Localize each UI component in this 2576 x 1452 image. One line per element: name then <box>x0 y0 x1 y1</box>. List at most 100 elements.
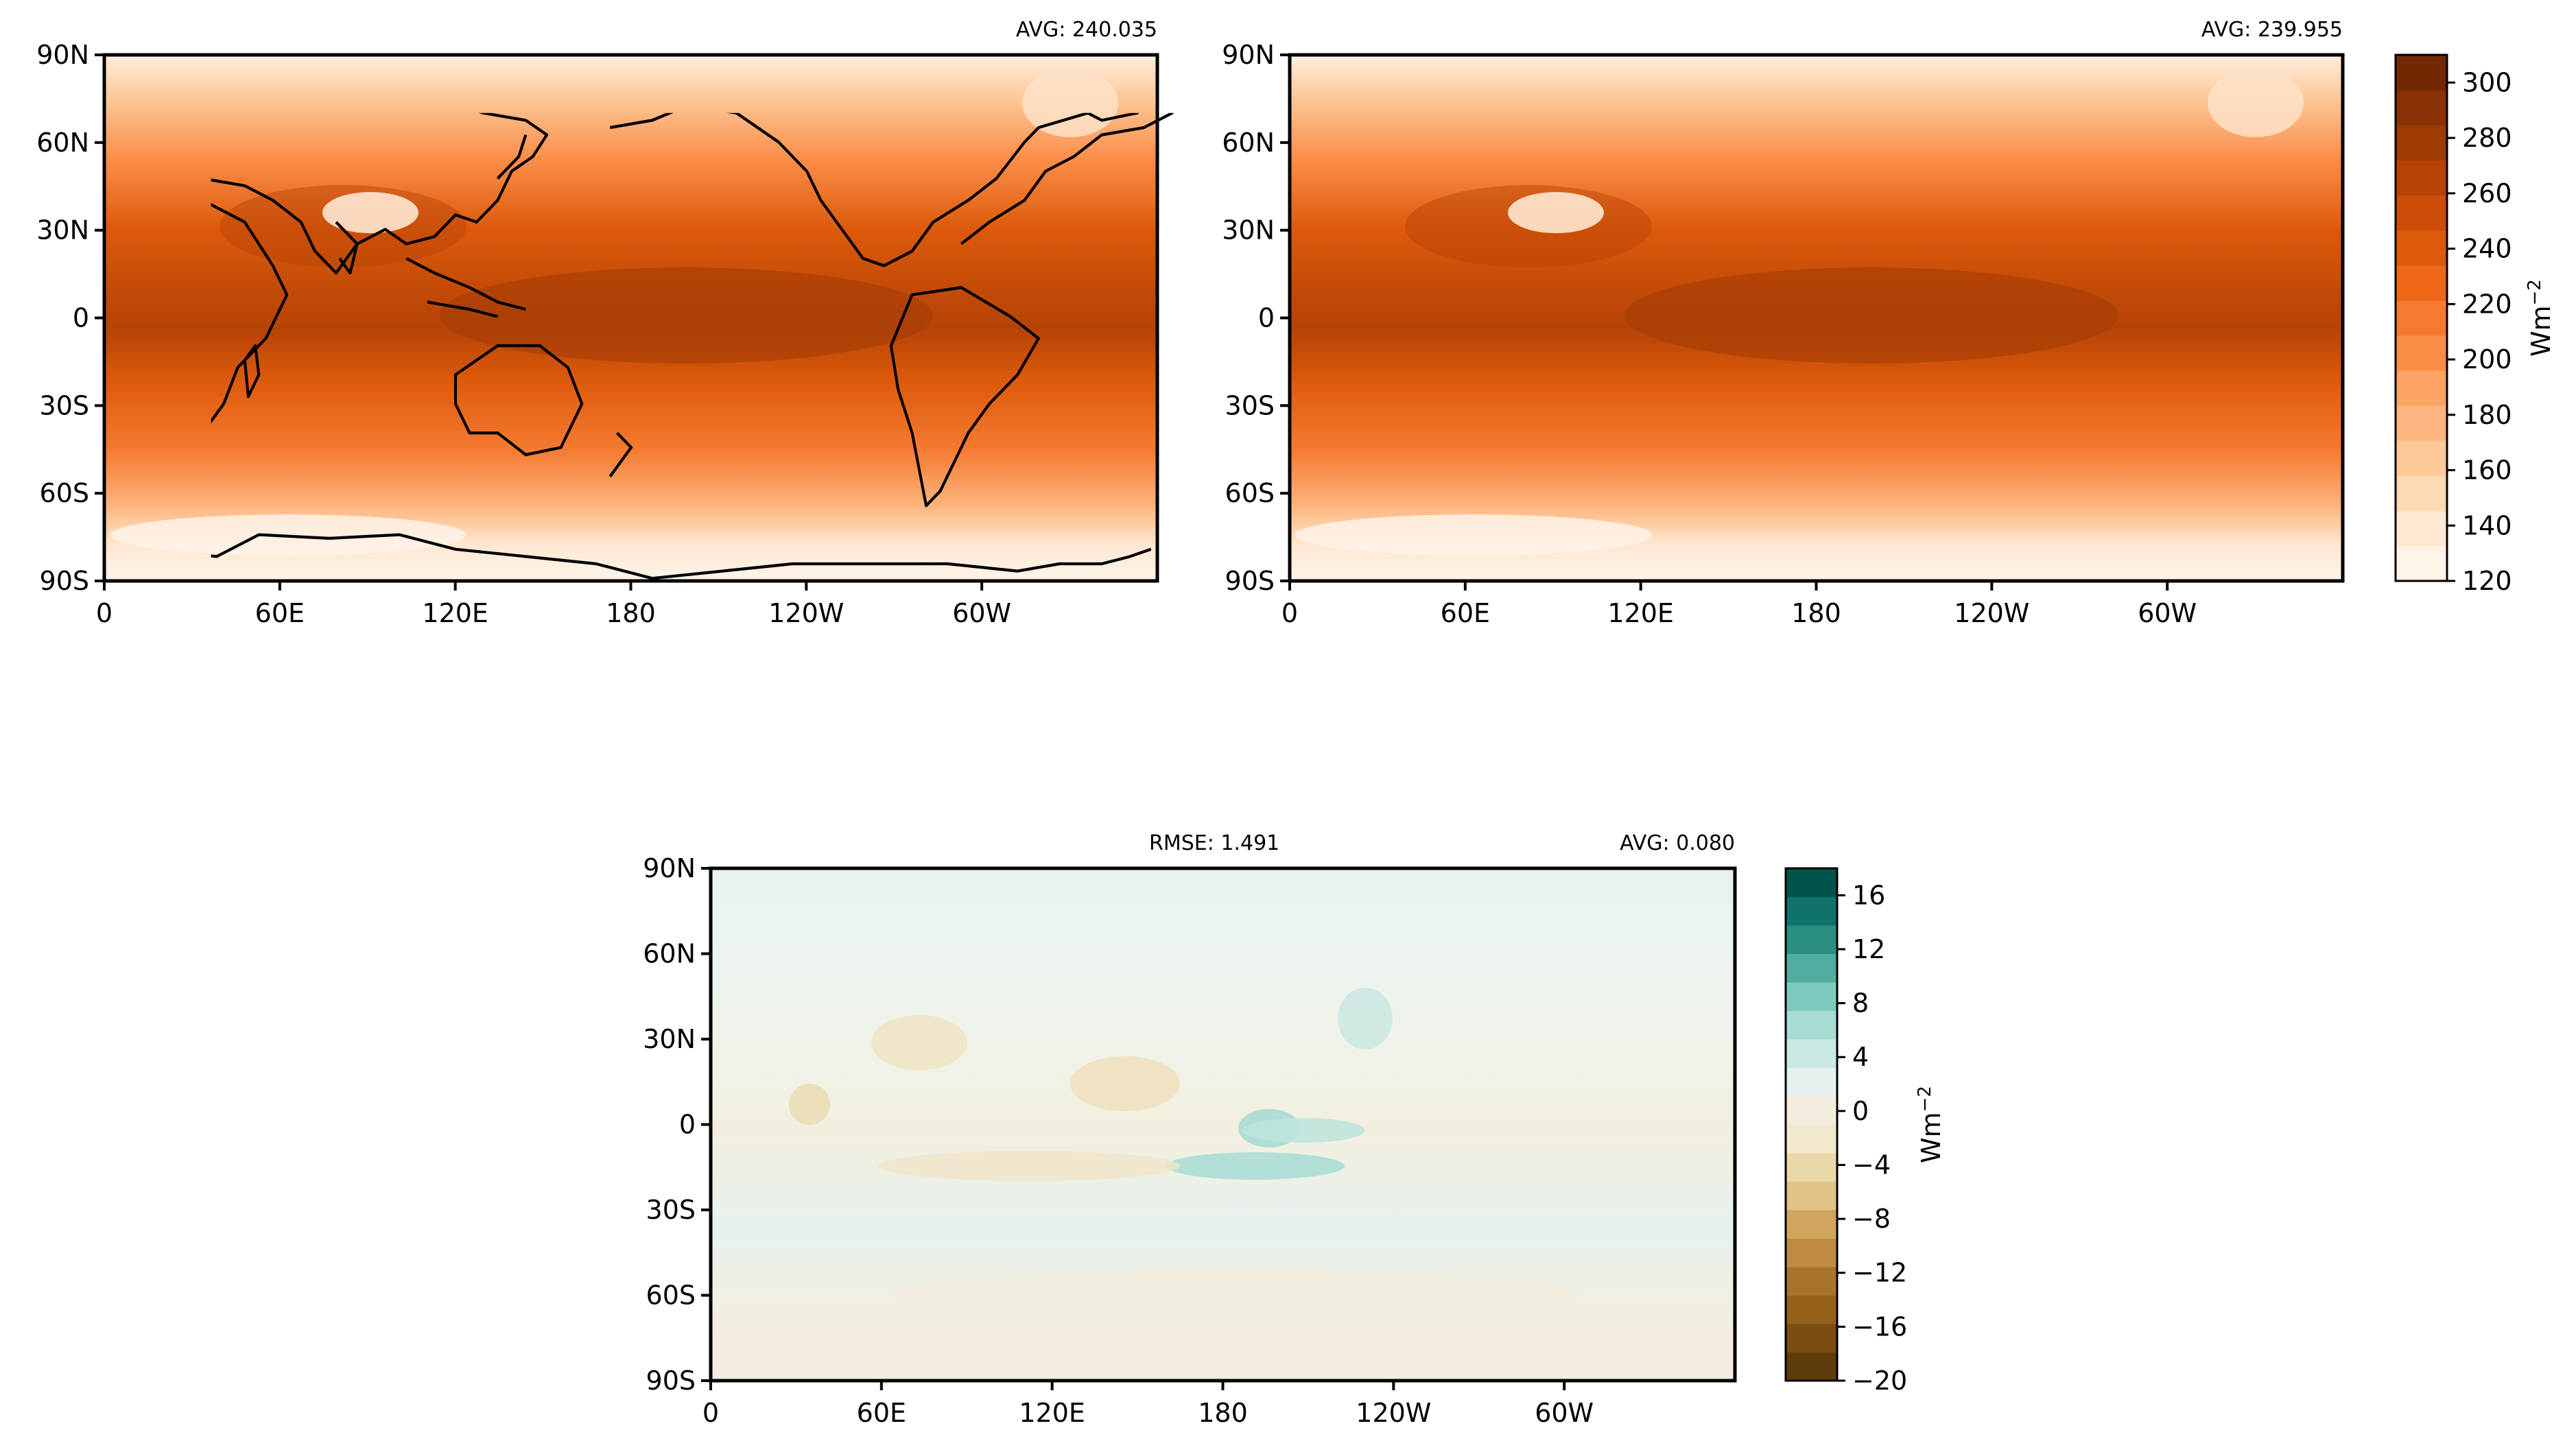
top-right-lat-label: 0 <box>1258 303 1275 333</box>
bottom-colorbar-tick-label: 4 <box>1852 1042 1869 1072</box>
bottom-colorbar-swatch <box>1786 1153 1837 1182</box>
top-colorbar-swatch <box>2396 300 2447 336</box>
top-colorbar-swatch <box>2396 265 2447 301</box>
bottom-lat-label: 30S <box>646 1195 696 1225</box>
top-right-lat-label: 90N <box>1222 40 1275 70</box>
bottom-colorbar-tick-label: −20 <box>1852 1366 1907 1396</box>
bottom-rmse: RMSE: 1.491 <box>1149 831 1280 855</box>
top-colorbar-tick-label: 180 <box>2462 400 2512 430</box>
top-right-lon-label: 0 <box>1281 598 1298 628</box>
top-right-lon-label: 60W <box>2138 598 2197 628</box>
bottom-colorbar-swatch <box>1786 1210 1837 1239</box>
top-left-lon-label: 180 <box>606 598 656 628</box>
top-right-lat-label: 60S <box>1225 478 1275 508</box>
top-right-lon-label: 180 <box>1791 598 1841 628</box>
top-right-lat-label: 90S <box>1225 566 1275 596</box>
top-colorbar-swatch <box>2396 440 2447 477</box>
top-colorbar-swatch <box>2396 475 2447 512</box>
bottom-lon-label: 0 <box>702 1398 719 1428</box>
top-colorbar-swatch <box>2396 510 2447 547</box>
bottom-colorbar-tick-label: 0 <box>1852 1096 1869 1126</box>
top-colorbar-swatch <box>2396 125 2447 160</box>
bottom-colorbar-swatch <box>1786 1096 1837 1125</box>
top-left-lon-label: 120W <box>768 598 844 628</box>
bottom-colorbar-swatch <box>1786 1267 1837 1296</box>
bottom-lon-label: 60E <box>857 1398 906 1428</box>
bottom-colorbar-swatch <box>1786 1124 1837 1154</box>
top-right-lat-label: 60N <box>1222 128 1275 158</box>
bottom-colorbar-tick-label: −4 <box>1852 1150 1891 1180</box>
bottom-colorbar-frame <box>1784 867 1839 1382</box>
top-colorbar-tick-label: 160 <box>2462 455 2512 486</box>
top-colorbar-unit-label: Wm−2 <box>2525 279 2556 357</box>
top-right-avg: AVG: 239.955 <box>2201 18 2343 42</box>
bottom-colorbar-tick-label: 8 <box>1852 988 1869 1019</box>
bottom-lat-label: 90N <box>643 853 696 883</box>
top-left-lat-label: 90S <box>40 566 89 596</box>
top-colorbar-swatch <box>2396 195 2447 231</box>
bottom-lat-label: 0 <box>679 1110 696 1140</box>
top-left-lon-label: 60E <box>255 598 305 628</box>
bottom-colorbar-swatch <box>1786 1238 1837 1267</box>
bottom-colorbar-swatch <box>1786 925 1837 954</box>
bottom-colorbar-tick-label: −8 <box>1852 1204 1891 1234</box>
top-colorbar-swatch <box>2396 545 2447 582</box>
top-left-lat-label: 60S <box>40 478 89 508</box>
bottom-colorbar-swatch <box>1786 1010 1837 1040</box>
bottom-colorbar-tick-label: −12 <box>1852 1258 1907 1288</box>
bottom-colorbar-swatch <box>1786 1039 1837 1068</box>
bottom-avg: AVG: 0.080 <box>1620 831 1735 855</box>
bottom-colorbar-swatch <box>1786 982 1837 1011</box>
top-colorbar-tick-label: 280 <box>2462 123 2512 153</box>
top-colorbar-tick-label: 200 <box>2462 344 2512 374</box>
top-right-lat-label: 30S <box>1225 390 1275 420</box>
top-colorbar-frame <box>2394 53 2448 582</box>
bottom-colorbar-swatch <box>1786 1067 1837 1097</box>
top-colorbar-swatch <box>2396 160 2447 196</box>
top-right-lon-label: 120W <box>1954 598 2029 628</box>
bottom-field <box>711 868 1735 1381</box>
top-right-lat-label: 30N <box>1222 215 1275 246</box>
top-right-lon-label: 60E <box>1441 598 1490 628</box>
bottom-lon-label: 120E <box>1019 1398 1085 1428</box>
top-left-lon-label: 60W <box>952 598 1011 628</box>
top-colorbar-swatch <box>2396 370 2447 406</box>
bottom-lat-label: 60N <box>643 939 696 969</box>
top-colorbar-tick-label: 260 <box>2462 178 2512 209</box>
bottom-colorbar-unit-label: Wm−2 <box>1915 1086 1946 1163</box>
top-left-lon-label: 120E <box>422 598 488 628</box>
bottom-colorbar-swatch <box>1786 1181 1837 1211</box>
top-colorbar-swatch <box>2396 230 2447 266</box>
bottom-colorbar-tick-label: −16 <box>1852 1311 1907 1342</box>
top-colorbar-tick-label: 300 <box>2462 67 2512 97</box>
top-colorbar-swatch <box>2396 90 2447 126</box>
bottom-lat-label: 90S <box>646 1366 696 1396</box>
bottom-colorbar-tick-label: 16 <box>1852 880 1885 910</box>
bottom-colorbar-swatch <box>1786 1352 1837 1381</box>
bottom-colorbar-swatch <box>1786 1295 1837 1324</box>
top-left-avg: AVG: 240.035 <box>1015 18 1157 42</box>
top-colorbar-tick-label: 220 <box>2462 289 2512 319</box>
top-colorbar-tick-label: 140 <box>2462 510 2512 540</box>
top-right-field <box>1290 55 2343 581</box>
bottom-lat-label: 30N <box>643 1024 696 1054</box>
top-left-lat-label: 0 <box>73 303 89 333</box>
bottom-lon-label: 60W <box>1535 1398 1594 1428</box>
bottom-colorbar-tick-label: 12 <box>1852 934 1885 964</box>
bottom-lat-label: 60S <box>646 1281 696 1311</box>
top-left-lat-label: 30S <box>40 390 89 420</box>
bottom-colorbar-swatch <box>1786 1324 1837 1353</box>
top-left-lat-label: 90N <box>36 40 89 70</box>
bottom-colorbar-swatch <box>1786 868 1837 897</box>
top-colorbar-swatch <box>2396 405 2447 441</box>
bottom-colorbar-swatch <box>1786 896 1837 926</box>
top-left-lon-label: 0 <box>96 598 113 628</box>
top-left-lat-label: 60N <box>36 128 89 158</box>
top-colorbar-tick-label: 240 <box>2462 234 2512 264</box>
top-left-lat-label: 30N <box>36 215 89 246</box>
bottom-colorbar-swatch <box>1786 953 1837 983</box>
top-colorbar-tick-label: 120 <box>2462 566 2512 596</box>
top-colorbar-swatch <box>2396 335 2447 371</box>
